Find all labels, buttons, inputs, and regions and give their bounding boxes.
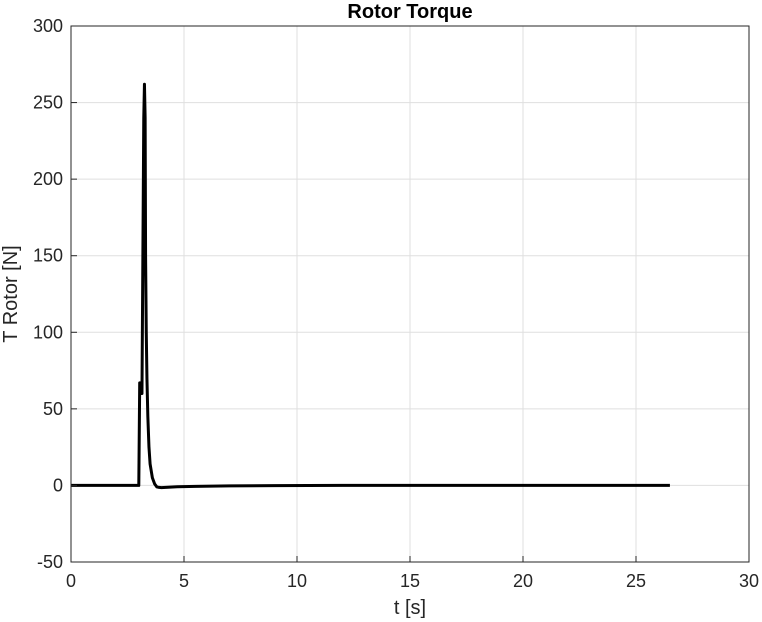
x-tick-label: 20 bbox=[513, 571, 533, 591]
grid-lines bbox=[71, 26, 749, 562]
x-tick-label: 10 bbox=[287, 571, 307, 591]
x-axis-label: t [s] bbox=[394, 597, 426, 619]
x-tick-label: 5 bbox=[179, 571, 189, 591]
x-tick-label: 25 bbox=[626, 571, 646, 591]
series-layer bbox=[71, 82, 670, 490]
y-tick-label: 150 bbox=[33, 246, 63, 266]
x-tick-label: 15 bbox=[400, 571, 420, 591]
y-tick-label: 200 bbox=[33, 169, 63, 189]
y-tick-label: 50 bbox=[43, 399, 63, 419]
y-tick-label: 250 bbox=[33, 93, 63, 113]
x-tick-label: 0 bbox=[66, 571, 76, 591]
x-axis-ticks: 0 5 10 15 20 25 30 bbox=[66, 556, 759, 591]
chart-title: Rotor Torque bbox=[347, 1, 472, 23]
x-tick-label: 30 bbox=[739, 571, 759, 591]
y-axis-label: T Rotor [N] bbox=[0, 245, 22, 342]
y-tick-label: 300 bbox=[33, 16, 63, 36]
torque-series-line bbox=[71, 82, 670, 490]
y-axis-ticks: -50 0 50 100 150 200 250 300 bbox=[33, 16, 77, 572]
y-tick-label: 0 bbox=[53, 475, 63, 495]
y-tick-label: -50 bbox=[37, 552, 63, 572]
y-tick-label: 100 bbox=[33, 322, 63, 342]
